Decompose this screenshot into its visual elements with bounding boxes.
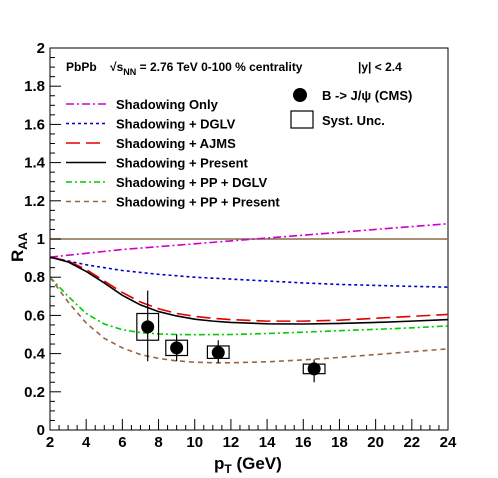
y-tick-label: 0.8 xyxy=(24,269,45,286)
data-point-2 xyxy=(165,334,189,362)
y-tick-label: 0 xyxy=(37,422,45,439)
y-tick-label: 1.6 xyxy=(24,116,45,133)
legend-marker-syst xyxy=(290,110,314,129)
data-marker-1 xyxy=(141,320,155,334)
legend-label-shadowing-only: Shadowing Only xyxy=(116,97,219,112)
y-tick-label: 0.4 xyxy=(24,346,46,363)
y-axis-label: RAA xyxy=(8,232,30,262)
x-axis: 2 4 6 8 10 12 14 16 18 20 22 24 xyxy=(46,419,457,451)
x-tick-label: 10 xyxy=(186,434,203,451)
y-tick-label: 0.6 xyxy=(24,307,45,324)
curve-shadowing-only xyxy=(49,222,449,258)
rapidity-label: |y| < 2.4 xyxy=(358,60,402,74)
curve-shadowing-ajms xyxy=(49,256,449,322)
data-point-3 xyxy=(206,340,230,364)
x-tick-label: 18 xyxy=(331,434,348,451)
data-point-4 xyxy=(302,359,326,383)
legend-label-shadowing-pp-dglv: Shadowing + PP + DGLV xyxy=(116,175,268,190)
legend-label-shadowing-ajms: Shadowing + AJMS xyxy=(116,136,236,151)
y-tick-label: 0.2 xyxy=(24,384,45,401)
legend-marker-cms xyxy=(293,88,307,102)
y-axis: 0 0.2 0.4 0.6 0.8 1 1.2 1.4 1.6 1.8 2 xyxy=(24,40,61,439)
data-marker-2 xyxy=(170,341,184,355)
legend-label-shadowing-dglv: Shadowing + DGLV xyxy=(116,117,236,132)
data-point-1 xyxy=(136,290,160,362)
y-tick-label: 1.2 xyxy=(24,193,45,210)
system-label: PbPb xyxy=(66,60,97,74)
y-tick-label: 2 xyxy=(37,40,45,57)
data-marker-4 xyxy=(307,362,321,376)
legend: Shadowing Only Shadowing + DGLV Shadowing … xyxy=(66,97,280,210)
x-tick-label: 8 xyxy=(154,434,162,451)
y-tick-label: 1.8 xyxy=(24,78,45,95)
x-tick-label: 14 xyxy=(259,434,276,451)
x-axis-label: pT (GeV) xyxy=(214,454,282,476)
y-tick-label: 1 xyxy=(37,231,45,248)
x-tick-label: 4 xyxy=(82,434,91,451)
curve-shadowing-pp-dglv xyxy=(49,276,449,336)
x-tick-label: 6 xyxy=(118,434,126,451)
x-tick-label: 20 xyxy=(367,434,384,451)
legend-label-shadowing-pp-present: Shadowing + PP + Present xyxy=(116,195,280,210)
legend-label-cms: B -> J/ψ (CMS) xyxy=(322,88,412,103)
model-curves xyxy=(49,222,449,364)
x-tick-label: 2 xyxy=(46,434,54,451)
curve-shadowing-pp-present xyxy=(49,276,449,364)
x-tick-label: 22 xyxy=(403,434,420,451)
curve-shadowing-dglv xyxy=(49,256,449,288)
x-tick-label: 24 xyxy=(440,434,457,451)
x-tick-label: 16 xyxy=(295,434,312,451)
y-tick-label: 1.4 xyxy=(24,155,46,172)
data-points xyxy=(136,290,326,383)
legend-label-shadowing-present: Shadowing + Present xyxy=(116,156,249,171)
legend-label-syst: Syst. Unc. xyxy=(322,113,385,128)
data-marker-3 xyxy=(211,346,225,360)
energy-label: √sNN = 2.76 TeV 0-100 % centrality xyxy=(110,60,303,77)
curve-shadowing-present xyxy=(49,256,449,325)
x-tick-label: 12 xyxy=(223,434,240,451)
